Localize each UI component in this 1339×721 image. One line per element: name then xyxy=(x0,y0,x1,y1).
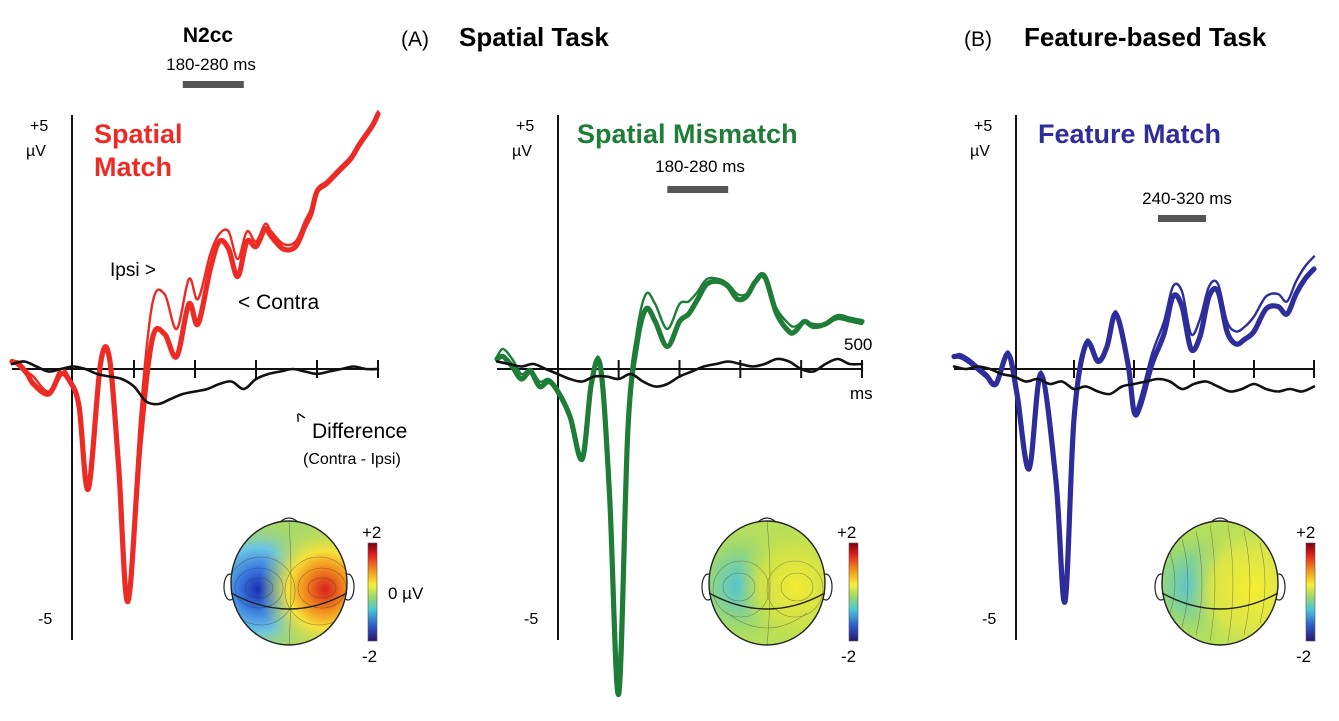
colorbar-spatial-mismatch: +2 -2 xyxy=(837,523,859,666)
y-tick-label-plus: +5 xyxy=(974,118,992,135)
chart-spatial-mismatch: +5 µV -5 180-280 ms Spatial Mismatch xyxy=(494,115,865,697)
y-tick-label-minus: -5 xyxy=(982,611,996,628)
chart-feature-match: +5 µV -5 240-320 ms Feature Match xyxy=(951,115,1317,640)
colorbar-max-label: +2 xyxy=(362,523,381,542)
colorbar-max-label: +2 xyxy=(1296,523,1315,542)
scalp-map-spatial-match xyxy=(223,517,355,646)
scale-unit-label: ms xyxy=(850,384,873,403)
difference-note: (Contra - Ipsi) xyxy=(303,451,401,468)
window-label: 180-280 ms xyxy=(655,157,745,176)
y-tick-label-minus: -5 xyxy=(524,611,538,628)
y-unit-label: µV xyxy=(970,143,990,160)
panel-b-title: Feature-based Task xyxy=(1024,22,1267,52)
colorbar-feature-match: +2 -2 xyxy=(1296,523,1315,666)
y-tick-label-plus: +5 xyxy=(30,118,48,135)
scalp-map-feature-match xyxy=(1154,517,1286,646)
series-line-ipsi xyxy=(495,275,864,694)
colorbar-min-label: -2 xyxy=(1296,647,1311,666)
y-tick-label-plus: +5 xyxy=(516,118,534,135)
contra-annotation: < Contra xyxy=(238,291,319,314)
colorbar-mid-label: 0 µV xyxy=(388,584,424,603)
window-label: 240-320 ms xyxy=(1142,189,1232,208)
window-bar xyxy=(1158,215,1206,222)
ipsi-annotation: Ipsi > xyxy=(110,260,156,281)
panel-b-letter: (B) xyxy=(964,28,992,51)
series-line-contra xyxy=(9,111,381,605)
condition-title: Feature Match xyxy=(1038,119,1221,149)
difference-caret: ^ xyxy=(292,408,312,432)
series-line-difference xyxy=(952,365,1316,396)
series-line-difference xyxy=(10,360,380,406)
series-line-ipsi xyxy=(10,110,380,601)
condition-title: Spatial Mismatch xyxy=(577,119,798,149)
colorbar-max-label: +2 xyxy=(837,523,856,542)
series-line-contra xyxy=(494,272,865,697)
panel-a-title: Spatial Task xyxy=(459,22,609,52)
window-label: 180-280 ms xyxy=(166,55,256,74)
scale-end-label: 500 xyxy=(844,335,872,354)
series-line-difference xyxy=(495,357,864,388)
scalp-map-spatial-mismatch xyxy=(701,517,833,646)
y-unit-label: µV xyxy=(26,143,46,160)
condition-title: Spatial xyxy=(94,119,183,149)
panel-a-letter: (A) xyxy=(401,28,429,51)
y-tick-label-minus: -5 xyxy=(38,611,52,628)
y-unit-label: µV xyxy=(512,143,532,160)
colorbar-min-label: -2 xyxy=(362,647,377,666)
series-line-ipsi xyxy=(952,255,1316,601)
n2cc-label: N2cc xyxy=(183,24,234,47)
condition-title: Match xyxy=(94,152,172,182)
colorbar-min-label: -2 xyxy=(841,647,856,666)
difference-annotation: Difference xyxy=(312,420,407,443)
window-bar xyxy=(667,186,729,193)
colorbar-spatial-match: +2 0 µV -2 xyxy=(362,523,424,666)
window-bar xyxy=(182,81,244,88)
